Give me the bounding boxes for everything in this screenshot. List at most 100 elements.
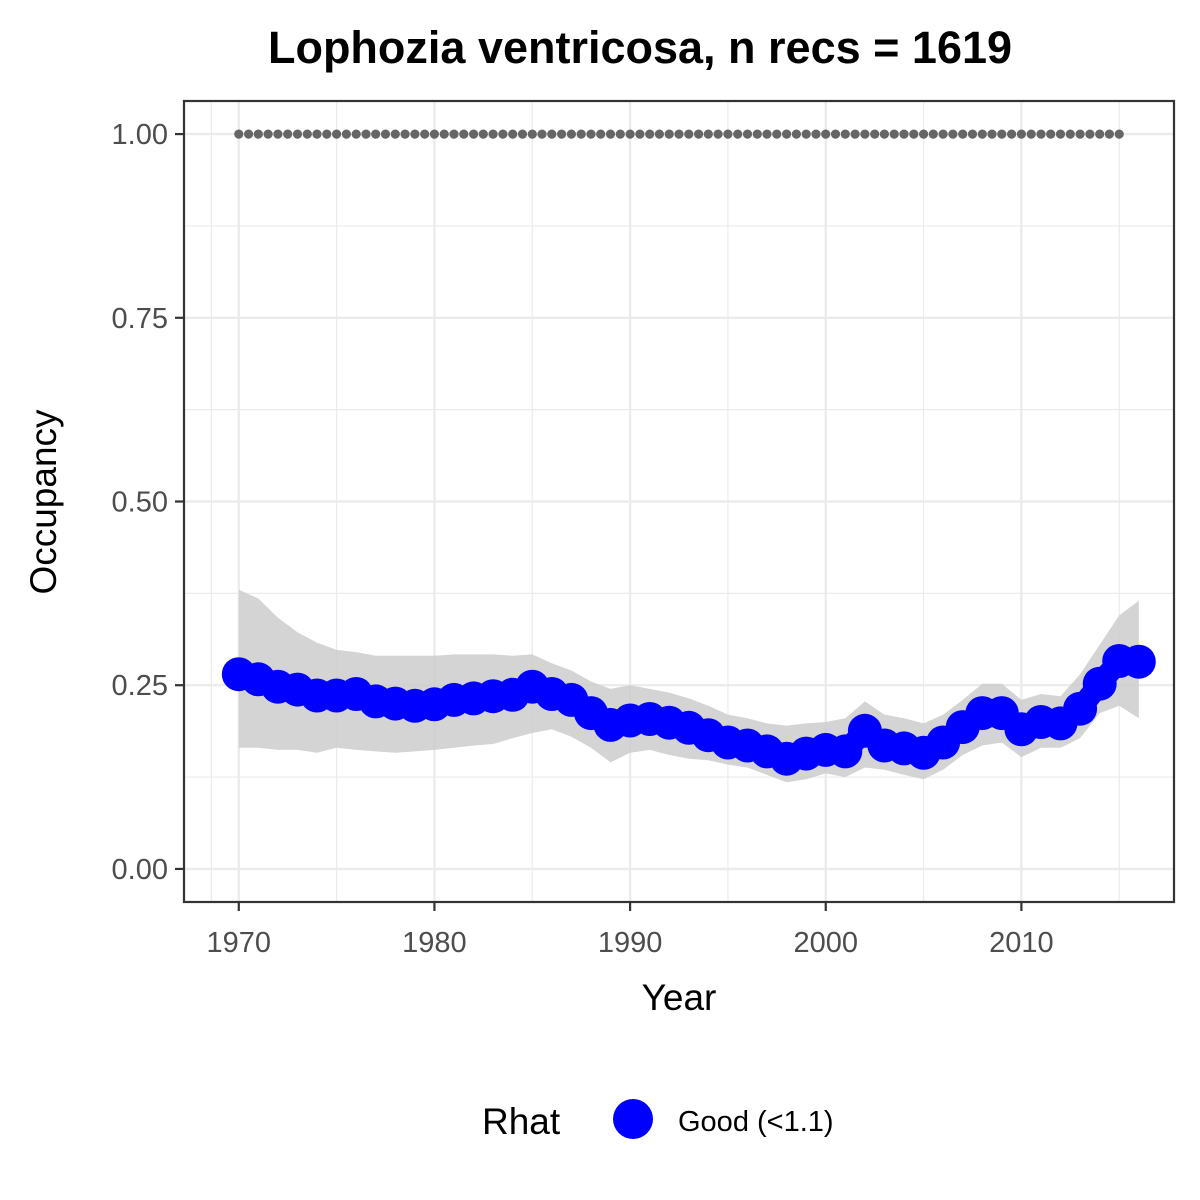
reference-dot <box>469 129 479 139</box>
reference-dot <box>351 129 361 139</box>
reference-dot <box>762 129 772 139</box>
reference-dot <box>1007 129 1017 139</box>
credible-interval-layer <box>238 589 1139 783</box>
reference-line-layer <box>234 129 1124 139</box>
reference-dot <box>860 129 870 139</box>
reference-dot <box>791 129 802 139</box>
chart-title: Lophozia ventricosa, n recs = 1619 <box>268 22 1012 73</box>
reference-dot <box>928 129 938 139</box>
reference-dot <box>429 129 439 139</box>
reference-dot <box>889 129 899 139</box>
reference-dot <box>830 129 841 139</box>
y-tick-label: 1.00 <box>112 119 168 151</box>
x-tick-label: 2000 <box>793 927 858 959</box>
reference-dot <box>645 129 655 139</box>
reference-dot <box>909 129 919 139</box>
reference-dot <box>420 129 430 139</box>
reference-dot <box>987 129 997 139</box>
reference-dot <box>1016 129 1026 139</box>
reference-dot <box>752 129 762 139</box>
reference-dot <box>410 129 420 139</box>
y-axis: 0.00 0.25 0.50 0.75 1.00 <box>112 119 184 886</box>
reference-dot <box>938 129 948 139</box>
reference-dot <box>1114 129 1124 139</box>
reference-dot <box>459 129 469 139</box>
reference-dot <box>605 129 616 139</box>
x-tick-label: 1980 <box>402 927 467 959</box>
reference-dot <box>879 129 890 139</box>
reference-dot <box>1026 129 1036 139</box>
reference-dot <box>273 129 283 139</box>
occupancy-points-layer <box>221 644 1156 776</box>
reference-dot <box>664 129 674 139</box>
reference-dot <box>850 129 860 139</box>
reference-dot <box>263 129 273 139</box>
reference-dot <box>840 129 850 139</box>
reference-dot <box>723 129 733 139</box>
reference-dot <box>576 129 586 139</box>
reference-dot <box>1046 129 1056 139</box>
reference-dot <box>997 129 1007 139</box>
reference-dot <box>654 129 665 139</box>
y-tick-label: 0.75 <box>112 303 168 335</box>
reference-dot <box>439 129 449 139</box>
reference-dot <box>547 129 557 139</box>
legend-key-good <box>613 1099 653 1139</box>
reference-dot <box>478 129 488 139</box>
reference-dot <box>361 129 371 139</box>
reference-dot <box>498 129 508 139</box>
reference-dot <box>919 129 929 139</box>
reference-dot <box>899 129 909 139</box>
reference-dot <box>684 129 694 139</box>
x-tick-label: 1990 <box>598 927 663 959</box>
reference-dot <box>1075 129 1085 139</box>
occupancy-point <box>1063 691 1098 726</box>
reference-dot <box>508 129 518 139</box>
reference-dot <box>253 129 263 139</box>
reference-dot <box>625 129 635 139</box>
x-axis: 1970 1980 1990 2000 2010 <box>207 902 1054 959</box>
reference-dot <box>488 129 498 139</box>
x-tick-label: 1970 <box>207 927 272 959</box>
reference-dot <box>400 129 410 139</box>
y-axis-title: Occupancy <box>23 409 64 595</box>
reference-dot <box>1104 129 1114 139</box>
reference-dot <box>537 129 547 139</box>
reference-dot <box>870 129 880 139</box>
reference-dot <box>292 129 303 139</box>
reference-dot <box>1085 129 1095 139</box>
reference-dot <box>733 129 743 139</box>
credible-interval-ribbon <box>238 589 1139 783</box>
reference-dot <box>517 129 528 139</box>
reference-dot <box>312 129 322 139</box>
reference-dot <box>371 129 381 139</box>
legend: Rhat Good (<1.1) <box>482 1099 834 1142</box>
reference-dot <box>283 129 293 139</box>
reference-dot <box>958 129 968 139</box>
reference-dot <box>332 129 342 139</box>
y-tick-label: 0.50 <box>112 487 168 519</box>
reference-dot <box>527 129 537 139</box>
reference-dot <box>566 129 577 139</box>
reference-dot <box>977 129 987 139</box>
legend-label-good: Good (<1.1) <box>678 1106 834 1138</box>
reference-dot <box>635 129 645 139</box>
reference-dot <box>244 129 254 139</box>
reference-dot <box>615 129 625 139</box>
y-tick-label: 0.00 <box>112 854 168 886</box>
legend-title: Rhat <box>482 1101 561 1142</box>
reference-dot <box>1055 129 1066 139</box>
reference-dot <box>713 129 723 139</box>
reference-dot <box>1095 129 1105 139</box>
reference-dot <box>694 129 704 139</box>
reference-dot <box>596 129 606 139</box>
x-axis-title: Year <box>642 977 717 1018</box>
reference-dot <box>322 129 332 139</box>
reference-dot <box>821 129 831 139</box>
occupancy-point <box>1121 644 1156 679</box>
reference-dot <box>742 129 753 139</box>
reference-dot <box>772 129 782 139</box>
reference-dot <box>703 129 713 139</box>
reference-dot <box>234 129 244 139</box>
